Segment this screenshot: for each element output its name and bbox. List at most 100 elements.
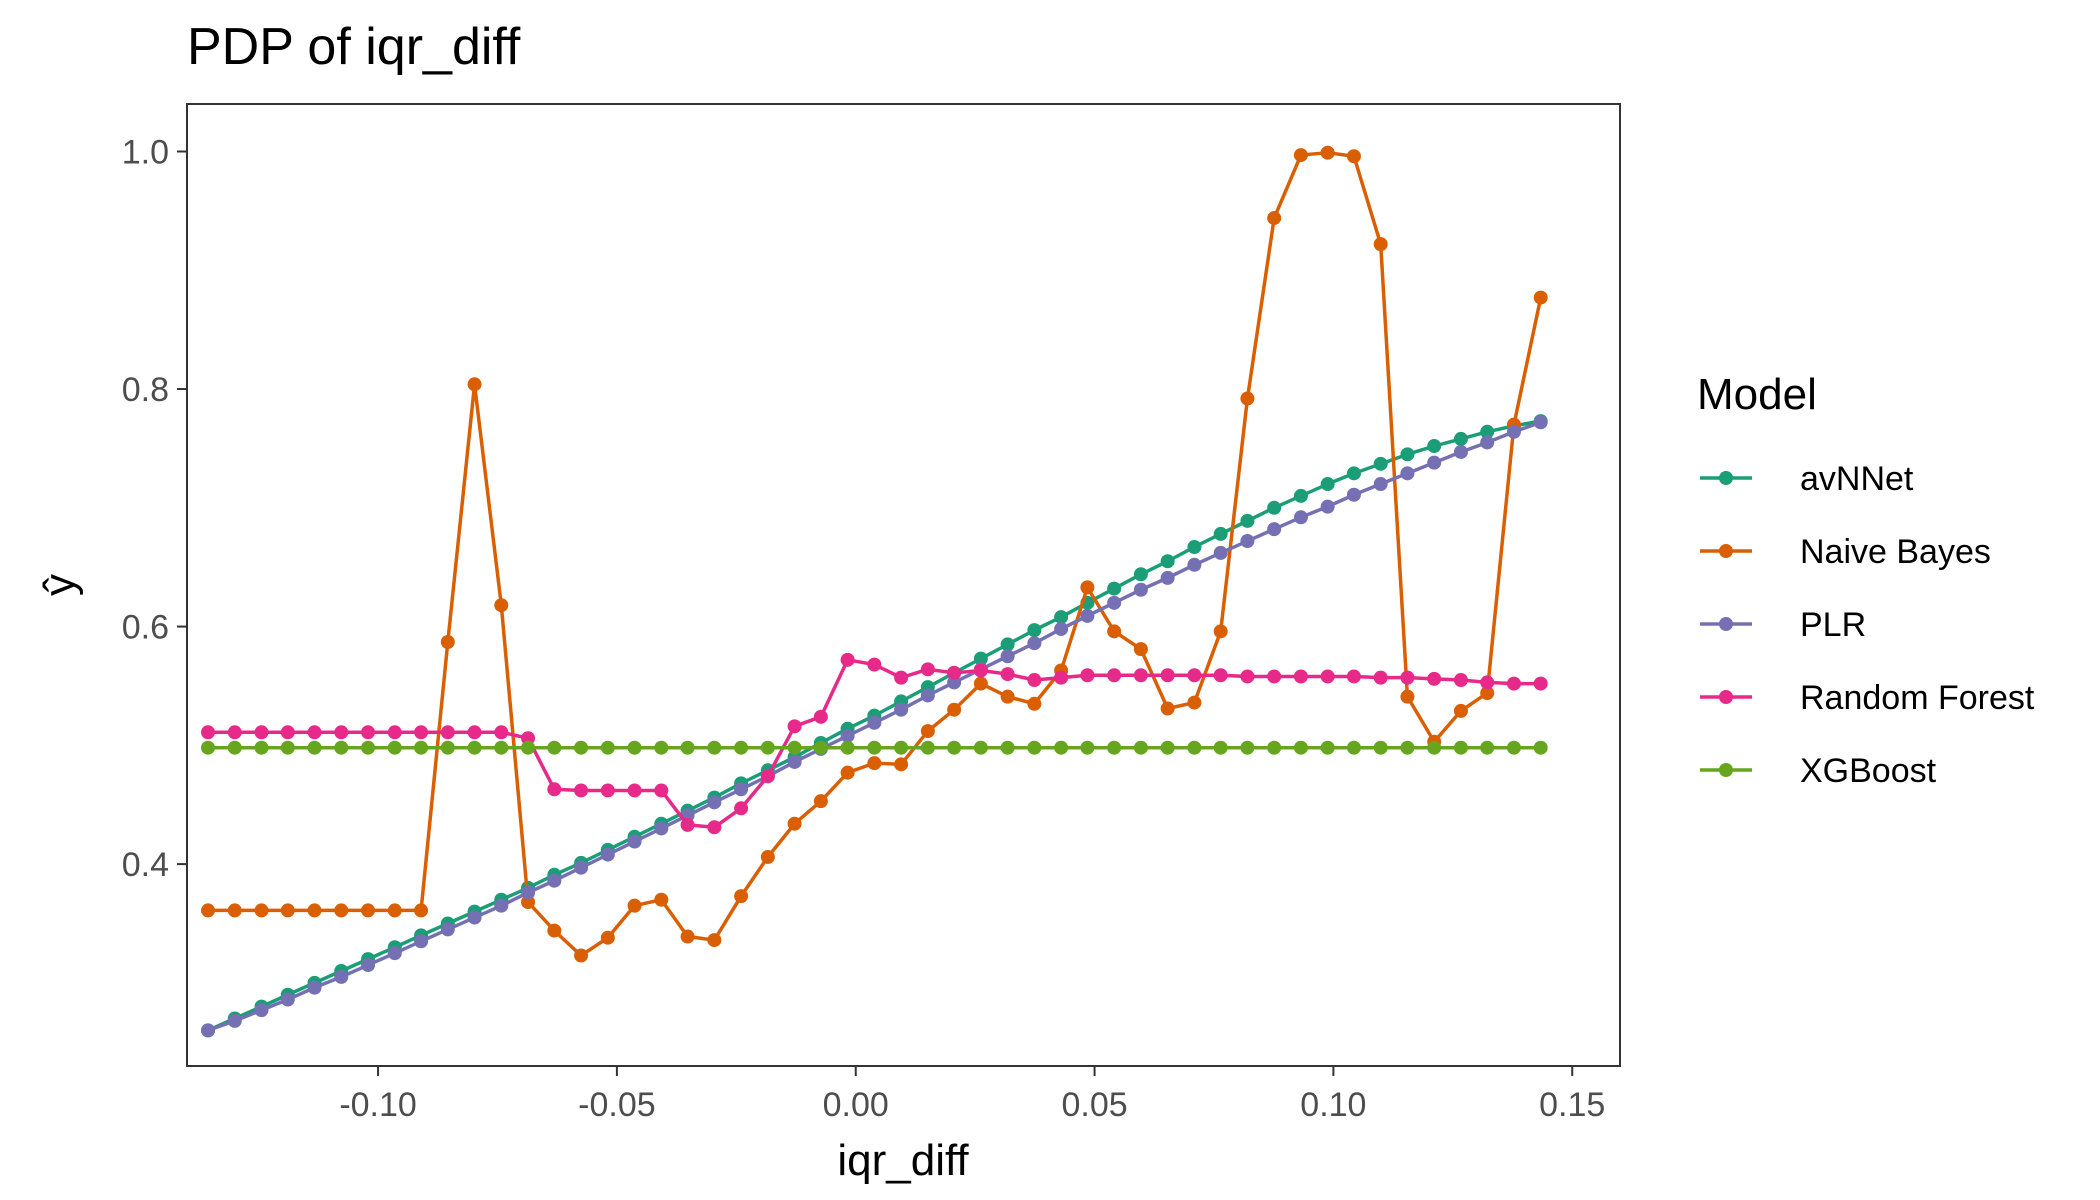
point-xgboost	[307, 740, 322, 755]
point-naive-bayes	[467, 377, 482, 392]
point-xgboost	[1213, 740, 1228, 755]
point-naive-bayes	[494, 598, 509, 613]
point-avnnet	[1346, 466, 1361, 481]
point-random-forest	[227, 725, 242, 740]
point-random-forest	[547, 782, 562, 797]
point-naive-bayes	[600, 930, 615, 945]
point-naive-bayes	[201, 903, 216, 918]
point-random-forest	[734, 801, 749, 816]
point-random-forest	[1320, 669, 1335, 684]
point-random-forest	[680, 817, 695, 832]
legend-key-point	[1719, 617, 1733, 631]
point-xgboost	[414, 740, 429, 755]
point-avnnet	[1453, 431, 1468, 446]
point-naive-bayes	[547, 923, 562, 938]
x-tick-label: 0.00	[823, 1086, 889, 1124]
point-naive-bayes	[920, 724, 935, 739]
series-plr	[201, 415, 1548, 1038]
point-plr	[1320, 499, 1335, 514]
point-xgboost	[494, 740, 509, 755]
point-plr	[1080, 608, 1095, 623]
point-naive-bayes	[680, 929, 695, 944]
legend-label: Random Forest	[1800, 679, 2035, 717]
point-random-forest	[867, 657, 882, 672]
point-random-forest	[1027, 673, 1042, 688]
point-random-forest	[440, 725, 455, 740]
point-avnnet	[1054, 610, 1069, 625]
point-naive-bayes	[1293, 148, 1308, 163]
y-tick-label: 0.8	[122, 371, 169, 409]
point-plr	[414, 934, 429, 949]
point-xgboost	[1480, 740, 1495, 755]
point-random-forest	[1373, 670, 1388, 685]
point-xgboost	[707, 740, 722, 755]
point-naive-bayes	[1346, 149, 1361, 164]
point-xgboost	[440, 740, 455, 755]
point-plr	[1480, 435, 1495, 450]
point-xgboost	[1267, 740, 1282, 755]
point-xgboost	[973, 740, 988, 755]
legend-label: avNNet	[1800, 460, 1914, 498]
point-random-forest	[1427, 671, 1442, 686]
point-naive-bayes	[787, 816, 802, 831]
point-naive-bayes	[973, 676, 988, 691]
point-avnnet	[1480, 424, 1495, 439]
point-xgboost	[1000, 740, 1015, 755]
point-xgboost	[334, 740, 349, 755]
x-tick-label: 0.10	[1300, 1086, 1366, 1124]
point-plr	[307, 980, 322, 995]
point-naive-bayes	[1133, 642, 1148, 657]
point-naive-bayes	[1240, 391, 1255, 406]
point-random-forest	[1480, 675, 1495, 690]
legend-label: PLR	[1800, 606, 1866, 644]
point-naive-bayes	[414, 903, 429, 918]
point-avnnet	[1320, 477, 1335, 492]
point-plr	[840, 728, 855, 743]
legend-key-point	[1719, 544, 1733, 558]
point-xgboost	[521, 740, 536, 755]
point-plr	[1160, 570, 1175, 585]
axis-ticks: -0.10 -0.05 0.00 0.05 0.10 0.15 0.4 0.6 0.8 1.0	[122, 134, 1606, 1124]
point-plr	[467, 910, 482, 925]
point-plr	[627, 834, 642, 849]
legend: Model avNNet Naive Bayes PLR Random Forest X…	[1697, 370, 2035, 790]
legend-label: Naive Bayes	[1800, 533, 1991, 571]
point-random-forest	[920, 662, 935, 677]
point-random-forest	[654, 783, 669, 798]
point-xgboost	[760, 740, 775, 755]
point-naive-bayes	[361, 903, 376, 918]
point-random-forest	[947, 665, 962, 680]
point-xgboost	[680, 740, 695, 755]
point-naive-bayes	[813, 794, 828, 809]
legend-item-naive-bayes: Naive Bayes	[1700, 533, 1991, 571]
point-plr	[1453, 444, 1468, 459]
point-plr	[787, 754, 802, 769]
point-random-forest	[973, 663, 988, 678]
point-plr	[547, 873, 562, 888]
point-avnnet	[1187, 539, 1202, 554]
point-avnnet	[1107, 581, 1122, 596]
point-naive-bayes	[1400, 689, 1415, 704]
point-xgboost	[1293, 740, 1308, 755]
point-naive-bayes	[627, 898, 642, 913]
point-random-forest	[1400, 670, 1415, 685]
point-xgboost	[813, 740, 828, 755]
point-plr	[1000, 649, 1015, 664]
point-naive-bayes	[440, 635, 455, 650]
legend-item-avnnet: avNNet	[1700, 460, 1914, 498]
point-plr	[1027, 636, 1042, 651]
y-tick-label: 0.4	[122, 846, 169, 884]
point-avnnet	[1240, 513, 1255, 528]
point-naive-bayes	[387, 903, 402, 918]
point-xgboost	[1320, 740, 1335, 755]
x-tick-label: -0.05	[578, 1086, 656, 1124]
point-random-forest	[894, 670, 909, 685]
point-random-forest	[574, 783, 589, 798]
point-avnnet	[1160, 554, 1175, 569]
point-xgboost	[254, 740, 269, 755]
point-random-forest	[494, 725, 509, 740]
point-plr	[254, 1003, 269, 1018]
point-naive-bayes	[1320, 145, 1335, 160]
point-xgboost	[1533, 740, 1548, 755]
